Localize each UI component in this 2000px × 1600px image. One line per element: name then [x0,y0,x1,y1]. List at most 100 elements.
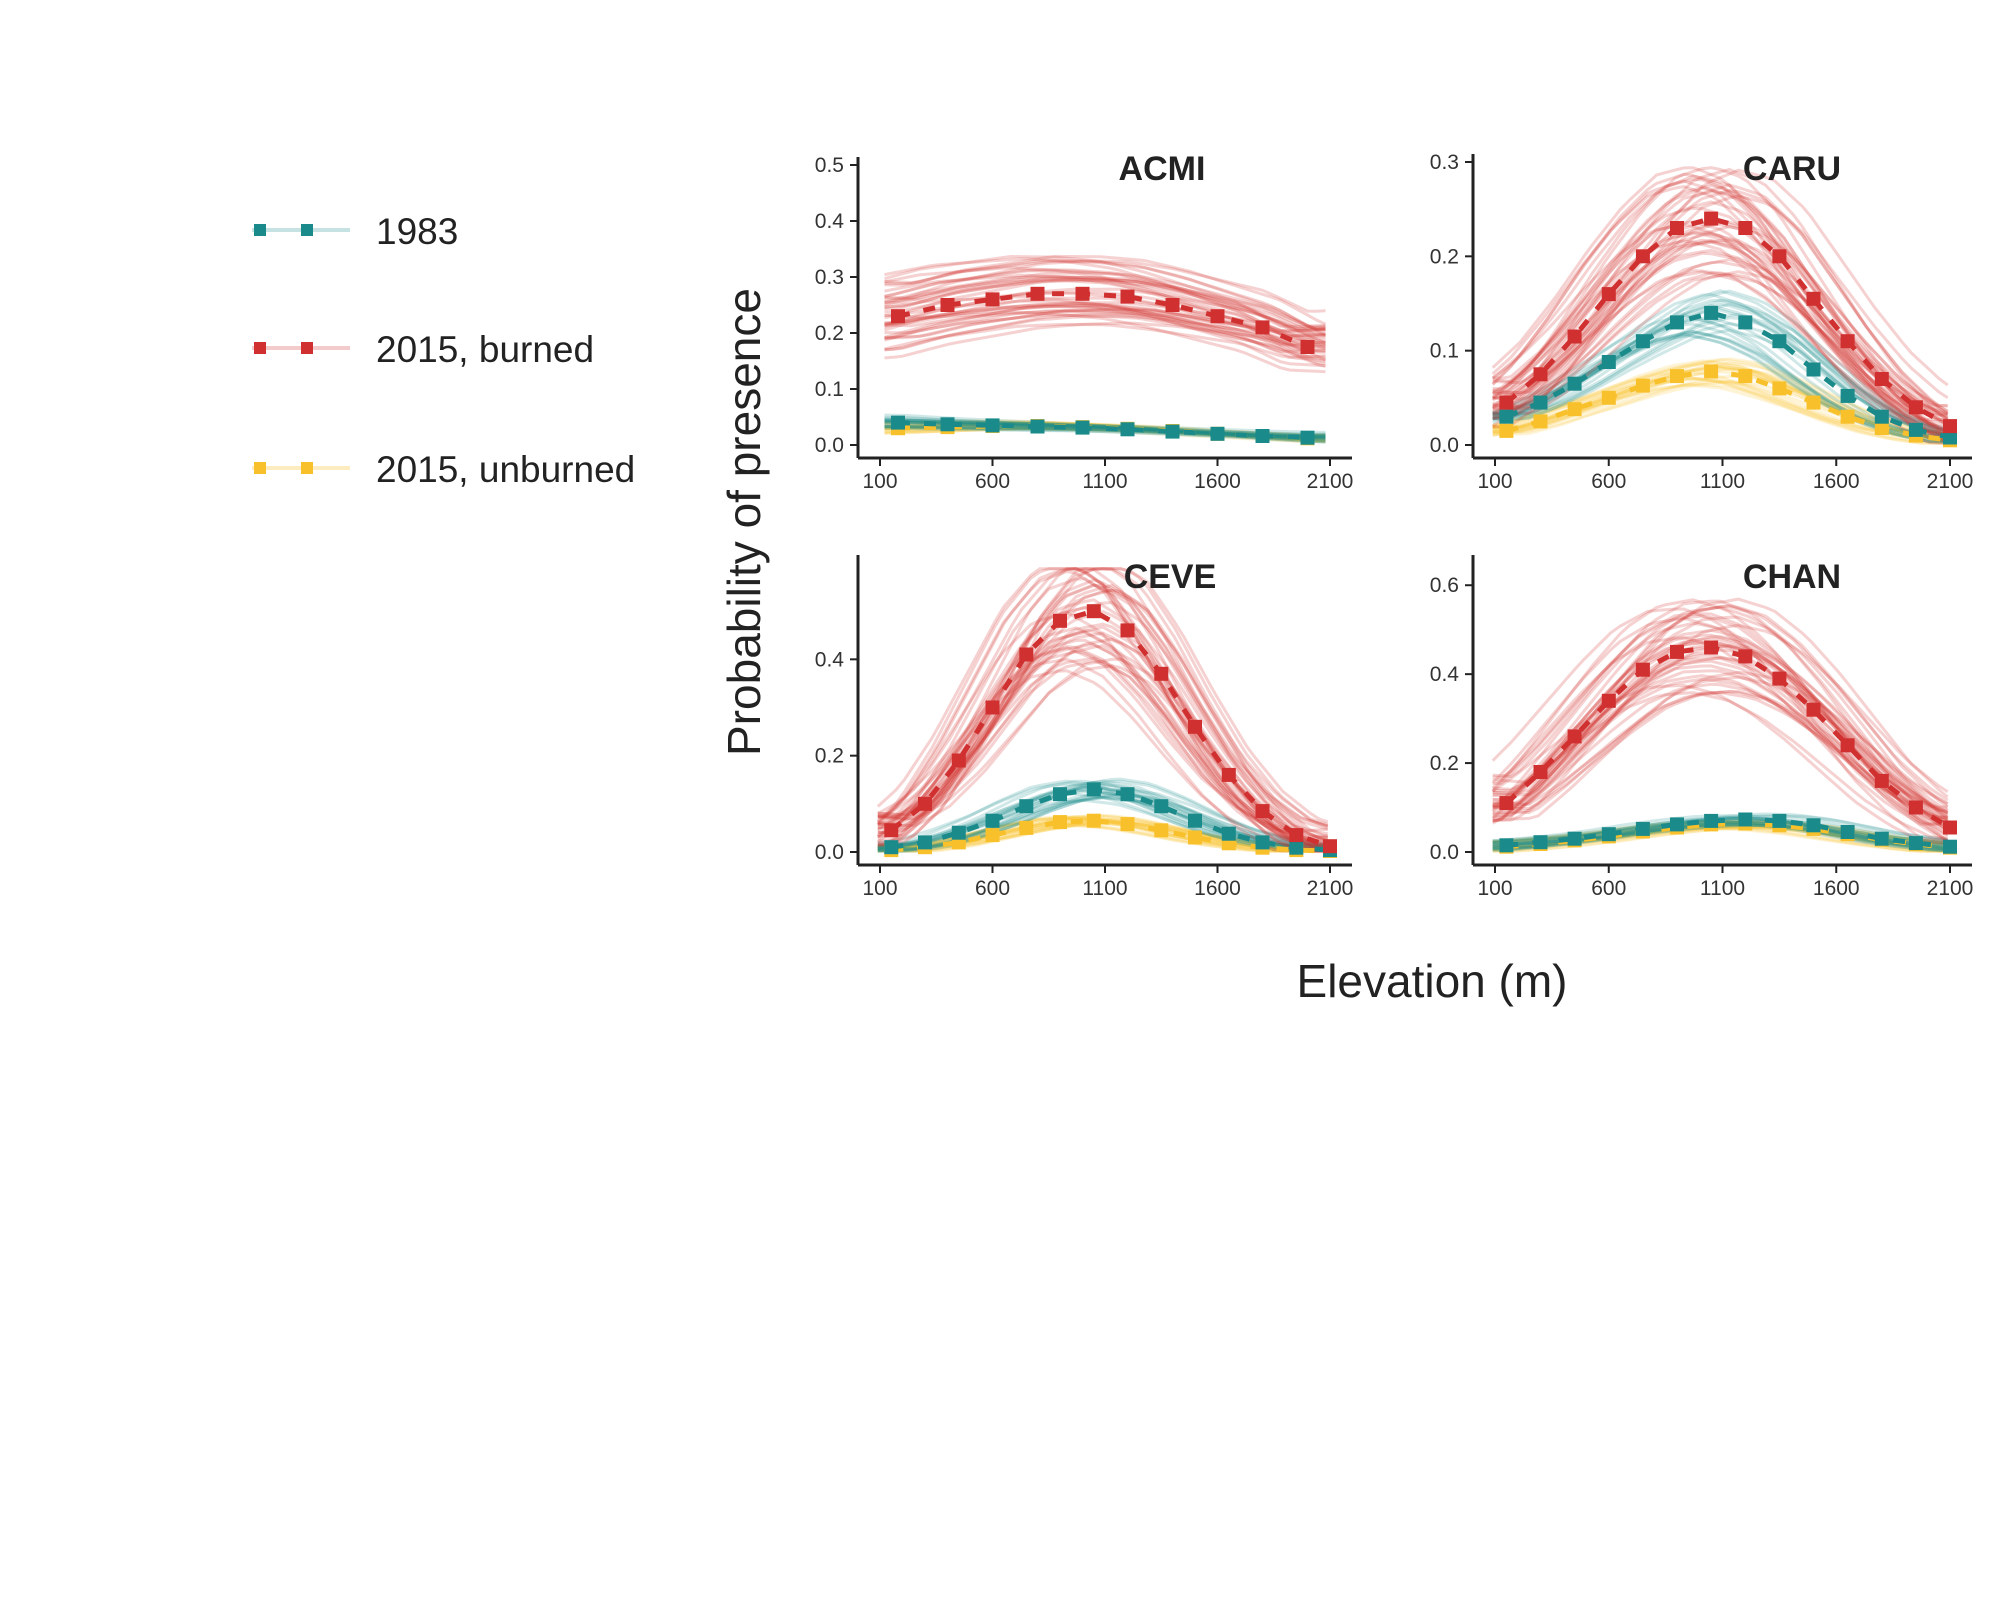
x-tick-label: 1100 [1700,470,1745,493]
ensemble-curve [884,417,1326,438]
ensemble-curve [884,275,1326,331]
data-point [985,700,1000,715]
x-tick-label: 100 [1477,877,1512,900]
data-point [1738,812,1753,827]
data-point [1635,662,1650,677]
data-point [1635,378,1650,393]
ensemble-curve [1492,659,1949,831]
ensemble-curve [1492,643,1949,812]
y-tick-label: 0.6 [1430,574,1459,597]
ensemble-curve [1491,206,1948,429]
data-point [1120,817,1135,832]
ensemble-curve [884,427,1326,438]
data-point [1053,613,1067,628]
ensemble-curve [884,254,1326,329]
ensemble-curve [884,322,1326,359]
ensemble-curve [884,309,1326,368]
data-point [891,309,905,324]
ensemble-curve [884,287,1326,331]
data-point [884,840,899,855]
ensemble-curve [1492,322,1949,439]
data-point [1210,309,1225,324]
ensemble-curve [884,275,1326,344]
ensemble-curve [877,600,1329,853]
ensemble-curve [1491,636,1948,826]
data-point [1806,395,1821,410]
legend-swatch-marker [301,224,313,236]
legend-swatch-marker [254,342,266,354]
ensemble-curve [876,567,1328,840]
ensemble-curve [1492,251,1949,423]
ensemble-curve [1492,670,1949,822]
ensemble-curve [884,278,1327,345]
ensemble-curve [1491,166,1948,442]
ensemble-curve [884,416,1326,441]
data-point [1704,305,1719,320]
ensemble-curve [877,588,1329,853]
data-point [1499,838,1514,853]
data-point [1704,813,1719,828]
data-point [891,415,905,430]
y-tick-label: 0.0 [815,841,844,864]
ensemble-curve [877,578,1329,847]
ensemble-curve [1492,374,1948,437]
ensemble-curve [1492,367,1948,441]
data-point [1840,409,1855,424]
x-tick-label: 100 [862,470,897,493]
ensemble-curve [884,271,1326,331]
ensemble-curve [884,308,1326,346]
data-point [1670,315,1684,330]
ensemble-curves [1491,597,1949,853]
data-point [1806,362,1821,377]
data-point [1635,334,1650,349]
legend-swatch-marker [301,462,313,474]
ensemble-curve [884,426,1326,439]
data-point [1053,787,1067,802]
legend-item-1983: 1983 [252,211,458,252]
data-point [940,298,955,312]
ensemble-curve [877,567,1329,842]
series-line-2015-burned [889,608,1331,849]
data-point [985,418,1000,433]
ensemble-curve [1492,190,1949,438]
data-point [985,813,1000,828]
ensemble-curves [884,254,1327,444]
data-point [940,417,955,432]
ensemble-curve [1492,232,1949,426]
data-point [1943,820,1957,835]
panel-acmi: 0.0 0.1 0.2 0.3 0.4 0.5 100 600 1100 1600 2100 ACMI [815,150,1354,493]
y-tick-label: 0.2 [815,745,844,768]
ensemble-curve [1492,615,1949,822]
legend: 1983 2015, burned 2015, unburned [252,211,635,490]
data-point [1019,799,1034,814]
data-point [1019,820,1034,835]
ensemble-curve [1492,258,1949,434]
ensemble-curve [877,664,1328,853]
data-point [1255,804,1270,819]
data-point [1601,390,1616,405]
data-point [1738,221,1753,235]
data-point [1840,334,1855,349]
panel-title: CARU [1743,150,1841,188]
data-point [1772,334,1787,349]
data-point [1188,719,1202,734]
ensemble-curve [1492,189,1949,416]
data-point [1704,211,1719,226]
ensemble-curve [876,626,1328,847]
data-point [1874,409,1889,424]
data-point [1221,826,1236,841]
data-point [918,796,932,811]
y-tick-label: 0.2 [815,322,844,345]
x-axis-title: Elevation (m) [1297,955,1568,1007]
ensemble-curve [884,277,1326,337]
data-point [1840,388,1855,403]
data-point [1601,693,1616,708]
ensemble-curve [1492,361,1948,436]
data-point [951,825,966,840]
data-point [1165,298,1180,312]
ensemble-curve [1492,194,1949,410]
ensemble-curves [1491,166,1949,445]
data-point [1670,817,1684,832]
ensemble-curve [884,295,1326,368]
